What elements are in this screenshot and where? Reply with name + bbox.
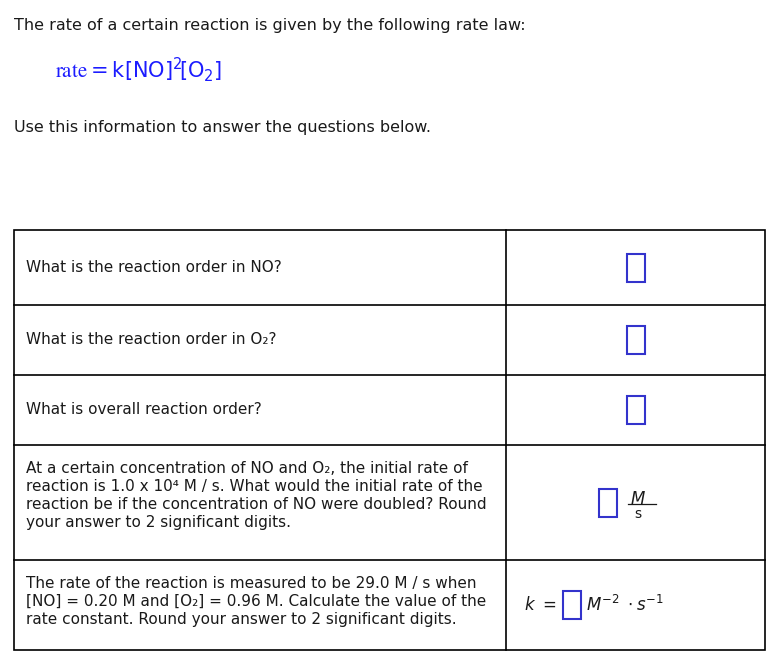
Text: What is the reaction order in O₂?: What is the reaction order in O₂? xyxy=(26,332,276,348)
Bar xyxy=(563,591,581,619)
Text: your answer to 2 significant digits.: your answer to 2 significant digits. xyxy=(26,515,291,530)
Bar xyxy=(14,230,765,650)
Text: $\mathrm{s}$: $\mathrm{s}$ xyxy=(633,506,642,520)
Text: rate constant. Round your answer to 2 significant digits.: rate constant. Round your answer to 2 si… xyxy=(26,612,457,627)
Text: The rate of the reaction is measured to be 29.0 M / s when: The rate of the reaction is measured to … xyxy=(26,576,476,591)
Text: $\mathregular{rate} = \mathrm{k}\left[\mathrm{NO}\right]^2\!\left[\mathrm{O_2}\r: $\mathregular{rate} = \mathrm{k}\left[\m… xyxy=(55,55,222,84)
Bar xyxy=(598,488,616,516)
Text: reaction is 1.0 x 10⁴ M / s. What would the initial rate of the: reaction is 1.0 x 10⁴ M / s. What would … xyxy=(26,479,483,494)
Text: The rate of a certain reaction is given by the following rate law:: The rate of a certain reaction is given … xyxy=(14,18,526,33)
Text: What is overall reaction order?: What is overall reaction order? xyxy=(26,403,262,418)
Text: What is the reaction order in NO?: What is the reaction order in NO? xyxy=(26,260,282,275)
Text: reaction be if the concentration of NO were doubled? Round: reaction be if the concentration of NO w… xyxy=(26,497,487,512)
Bar xyxy=(626,254,644,282)
Text: At a certain concentration of NO and O₂, the initial rate of: At a certain concentration of NO and O₂,… xyxy=(26,461,468,476)
Text: Use this information to answer the questions below.: Use this information to answer the quest… xyxy=(14,120,431,135)
Text: $k\ =$: $k\ =$ xyxy=(524,596,556,614)
Bar xyxy=(626,326,644,354)
Text: $M$: $M$ xyxy=(629,490,645,508)
Bar xyxy=(626,396,644,424)
Text: $M^{-2}\ \cdot s^{-1}$: $M^{-2}\ \cdot s^{-1}$ xyxy=(586,595,664,615)
Text: [NO] = 0.20 M and [O₂] = 0.96 M. Calculate the value of the: [NO] = 0.20 M and [O₂] = 0.96 M. Calcula… xyxy=(26,594,487,609)
